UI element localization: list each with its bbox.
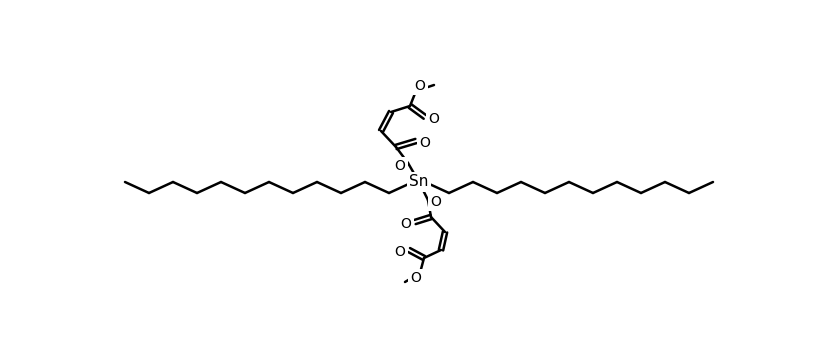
Text: O: O xyxy=(411,271,422,285)
Text: Sn: Sn xyxy=(409,174,429,190)
Text: O: O xyxy=(431,195,442,209)
Text: O: O xyxy=(395,245,406,259)
Text: O: O xyxy=(415,79,426,93)
Text: O: O xyxy=(428,112,439,126)
Text: O: O xyxy=(395,159,406,173)
Text: O: O xyxy=(420,136,431,150)
Text: O: O xyxy=(401,217,411,231)
